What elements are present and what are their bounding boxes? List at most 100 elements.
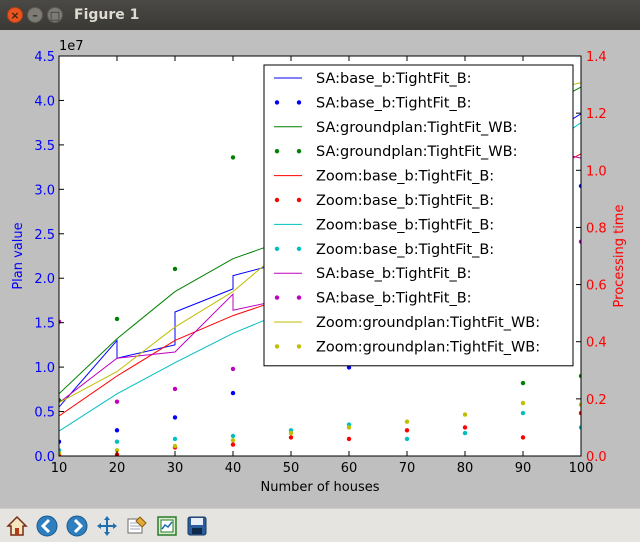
- series-11-point: [230, 438, 236, 443]
- x-tick-label: 70: [399, 461, 416, 476]
- x-tick-label: 60: [341, 461, 358, 476]
- y-right-tick-label: 0.8: [586, 221, 607, 236]
- legend-dot-swatch: [296, 100, 302, 105]
- series-11-point: [59, 450, 62, 456]
- save-button[interactable]: [183, 512, 211, 540]
- series-1-point: [59, 439, 62, 444]
- legend-dot-swatch: [296, 197, 302, 203]
- left-axis-offset-text: 1e7: [59, 39, 84, 54]
- maximize-window-button[interactable]: □: [47, 7, 63, 23]
- navigation-toolbar: [0, 508, 640, 542]
- window-title: Figure 1: [74, 7, 140, 23]
- series-9-point: [114, 399, 120, 404]
- series-11: [59, 400, 581, 456]
- series-7-point: [404, 436, 410, 442]
- series-1-point: [578, 183, 581, 189]
- y-left-tick-label: 4.5: [34, 50, 55, 65]
- home-button[interactable]: [3, 512, 31, 540]
- legend-entry: SA:groundplan:TightFit_WB:: [274, 120, 517, 136]
- x-tick-label: 10: [51, 461, 68, 476]
- forward-icon: [66, 515, 88, 536]
- series-11-point: [462, 412, 468, 417]
- legend-label: SA:groundplan:TightFit_WB:: [316, 120, 517, 136]
- window-titlebar: × – □ Figure 1: [0, 0, 640, 30]
- legend-dot-swatch: [274, 149, 280, 154]
- zoom-button[interactable]: [123, 512, 151, 540]
- legend-entry: SA:base_b:TightFit_B:: [274, 291, 472, 307]
- legend-dot-swatch: [274, 246, 280, 251]
- y-left-tick-label: 3.0: [34, 183, 55, 198]
- series-1-point: [114, 428, 120, 433]
- legend-label: Zoom:groundplan:TightFit_WB:: [316, 339, 540, 355]
- x-tick-label: 20: [109, 461, 126, 476]
- series-1-point: [230, 390, 236, 396]
- legend-box: [263, 64, 574, 367]
- legend-dot-swatch: [296, 295, 302, 300]
- back-icon: [36, 515, 58, 536]
- series-5-point: [288, 435, 294, 440]
- series-7-point: [462, 430, 468, 436]
- series-7-point: [230, 433, 236, 439]
- y-right-tick-label: 0.0: [586, 450, 607, 465]
- forward-button[interactable]: [63, 512, 91, 540]
- legend-entry: Zoom:base_b:TightFit_B:: [274, 169, 494, 185]
- series-7-point: [172, 436, 178, 442]
- series-5-point: [520, 435, 526, 440]
- y-right-tick-label: 1.2: [586, 107, 607, 122]
- series-5-point: [346, 436, 352, 442]
- x-tick-label: 50: [283, 461, 300, 476]
- legend-entry: SA:groundplan:TightFit_WB:: [274, 144, 517, 160]
- y-left-tick-label: 0.0: [34, 450, 55, 465]
- legend-dot-swatch: [274, 344, 280, 349]
- x-tick-label: 100: [569, 461, 594, 476]
- y-left-tick-label: 1.0: [34, 361, 55, 376]
- back-button[interactable]: [33, 512, 61, 540]
- series-3-point: [172, 266, 178, 272]
- y-left-tick-label: 0.5: [34, 406, 55, 421]
- legend-dot-swatch: [296, 246, 302, 251]
- series-9-point: [172, 386, 178, 392]
- series-11-point: [172, 443, 178, 449]
- x-tick-label: 30: [167, 461, 184, 476]
- series-3-point: [520, 380, 526, 386]
- y-left-tick-label: 3.5: [34, 139, 55, 154]
- plot-frame: [58, 55, 582, 457]
- figure-canvas[interactable]: 10 20 30 40 50 60 70 80 90 100 0.0 0.5 1.0 1.5 2.0 2.5 3…: [0, 30, 640, 508]
- x-axis-label: Number of houses: [261, 480, 380, 495]
- y-right-tick-label: 1.0: [586, 164, 607, 179]
- series-9-point: [578, 239, 581, 244]
- legend-label: SA:groundplan:TightFit_WB:: [316, 144, 517, 160]
- minimize-window-button[interactable]: –: [27, 7, 43, 23]
- close-window-button[interactable]: ×: [7, 7, 23, 23]
- series-3-point: [578, 373, 581, 379]
- series-5-point: [578, 410, 581, 416]
- y-right-tick-label: 0.6: [586, 279, 607, 294]
- y-left-tick-label: 2.5: [34, 228, 55, 243]
- series-7-point: [114, 439, 120, 444]
- y-right-tick-label: 1.4: [586, 50, 607, 65]
- legend-entry: Zoom:base_b:TightFit_B:: [274, 217, 494, 233]
- legend-dot-swatch: [296, 344, 302, 349]
- series-5-point: [462, 425, 468, 430]
- legend-entry: SA:base_b:TightFit_B:: [274, 95, 472, 111]
- legend-label: Zoom:base_b:TightFit_B:: [316, 193, 494, 209]
- subplots-icon: [157, 515, 177, 536]
- pan-button[interactable]: [93, 512, 121, 540]
- legend-entry: Zoom:groundplan:TightFit_WB:: [274, 315, 540, 331]
- series-11-point: [288, 430, 294, 436]
- legend-entry: SA:base_b:TightFit_B:: [274, 266, 472, 282]
- x-tick-label: 80: [457, 461, 474, 476]
- legend-label: SA:base_b:TightFit_B:: [316, 291, 472, 307]
- legend-label: Zoom:base_b:TightFit_B:: [316, 242, 494, 258]
- series-1-point: [172, 415, 178, 420]
- y-left-tick-label: 1.5: [34, 317, 55, 332]
- legend-entry: SA:base_b:TightFit_B:: [274, 71, 472, 87]
- legend-label: Zoom:groundplan:TightFit_WB:: [316, 315, 540, 331]
- pan-icon: [97, 515, 117, 536]
- legend-label: Zoom:base_b:TightFit_B:: [316, 169, 494, 185]
- subplots-button[interactable]: [153, 512, 181, 540]
- right-y-axis-label: Processing time: [612, 205, 627, 308]
- legend-entry: Zoom:base_b:TightFit_B:: [274, 193, 494, 209]
- chart-svg: 10 20 30 40 50 60 70 80 90 1000.00.51.01.52.02.53…: [0, 30, 640, 508]
- legend-entry: Zoom:base_b:TightFit_B:: [274, 242, 494, 258]
